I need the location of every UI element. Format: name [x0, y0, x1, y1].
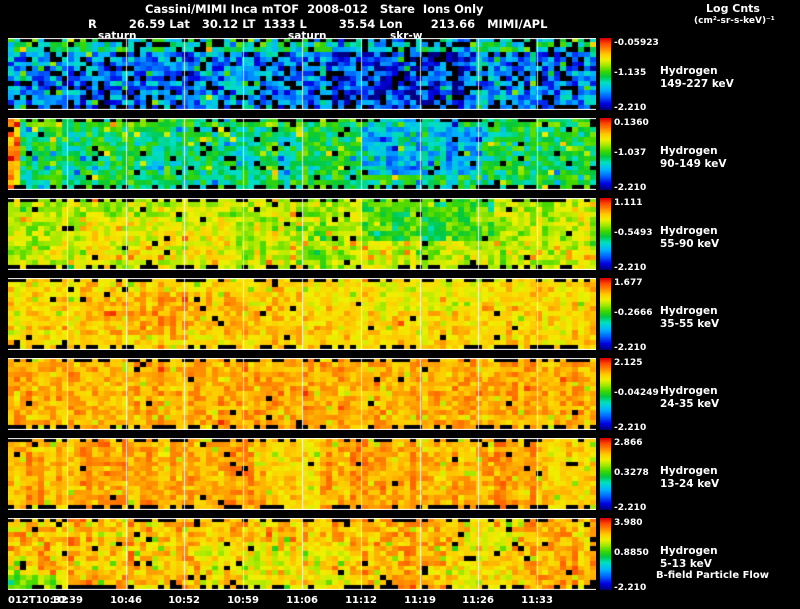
colorbar-mid-label: 0.8850: [614, 548, 649, 558]
heatmap-panel-0: [8, 38, 596, 110]
colorbar-min-label: -2.210: [614, 503, 647, 513]
colorbar-max-label: 1.111: [614, 198, 643, 208]
time-tick-6: 11:12: [345, 595, 377, 606]
colorbar-5: [600, 438, 611, 510]
colorbar-min-label: -2.210: [614, 263, 647, 273]
heatmap-panel-3: [8, 278, 596, 350]
species-label: Hydrogen: [660, 305, 718, 317]
energy-label: 24-35 keV: [660, 398, 720, 410]
colorbar-mid-label: -0.04249: [614, 388, 659, 398]
colorbar-min-label: -2.210: [614, 103, 647, 113]
colorbar-min-label: -2.210: [614, 343, 647, 353]
colorbar-4: [600, 358, 611, 430]
energy-label: 55-90 keV: [660, 238, 720, 250]
panel-13-24kev: 2.866 0.3278 -2.210 Hydrogen 13-24 keV: [8, 438, 792, 518]
energy-label: 149-227 keV: [660, 78, 734, 90]
colorbar-max-label: 3.980: [614, 518, 643, 528]
colorbar-min-label: -2.210: [614, 183, 647, 193]
colorbar-6: [600, 518, 611, 590]
colorbar-max-label: 0.1360: [614, 118, 649, 128]
heatmap-panel-1: [8, 118, 596, 190]
bfield-flow-label: B-field Particle Flow: [656, 570, 769, 581]
colorbar-mid-label: -0.5493: [614, 228, 653, 238]
colorbar-title: Log Cnts: [706, 2, 760, 15]
energy-label: 35-55 keV: [660, 318, 720, 330]
energy-label: 13-24 keV: [660, 478, 720, 490]
species-label: Hydrogen: [660, 385, 718, 397]
ephemeris-line: R 26.59 Lat 30.12 LT 1333 L 35.54 Lon 21…: [88, 17, 548, 31]
species-label: Hydrogen: [660, 465, 718, 477]
energy-label: 90-149 keV: [660, 158, 727, 170]
colorbar-mid-label: -1.037: [614, 148, 647, 158]
species-label: Hydrogen: [660, 145, 718, 157]
colorbar-mid-label: -1.135: [614, 68, 647, 78]
species-label: Hydrogen: [660, 65, 718, 77]
colorbar-max-label: -0.05923: [614, 38, 659, 48]
colorbar-0: [600, 38, 611, 110]
heatmap-panel-6: [8, 518, 596, 590]
time-tick-9: 11:33: [521, 595, 553, 606]
time-tick-8: 11:26: [462, 595, 494, 606]
colorbar-max-label: 2.866: [614, 438, 643, 448]
panel-35-55kev: 1.677 -0.2666 -2.210 Hydrogen 35-55 keV: [8, 278, 792, 358]
page-title: Cassini/MIMI Inca mTOF 2008-012 Stare Io…: [145, 2, 484, 16]
colorbar-mid-label: -0.2666: [614, 308, 653, 318]
species-label: Hydrogen: [660, 225, 718, 237]
panel-24-35kev: 2.125 -0.04249 -2.210 Hydrogen 24-35 keV: [8, 358, 792, 438]
time-tick-7: 11:19: [404, 595, 436, 606]
time-tick-1: 10:39: [51, 595, 83, 606]
heatmap-panel-5: [8, 438, 596, 510]
colorbar-2: [600, 198, 611, 270]
time-axis: 012T10:32 10:39 10:46 10:52 10:59 11:06 …: [0, 595, 800, 609]
species-label: Hydrogen: [660, 545, 718, 557]
colorbar-mid-label: 0.3278: [614, 468, 649, 478]
heatmap-panel-4: [8, 358, 596, 430]
time-tick-4: 10:59: [227, 595, 259, 606]
time-tick-0: 012T10:32: [8, 595, 68, 606]
colorbar-min-label: -2.210: [614, 583, 647, 593]
panel-90-149kev: 0.1360 -1.037 -2.210 Hydrogen 90-149 keV: [8, 118, 792, 198]
colorbar-min-label: -2.210: [614, 423, 647, 433]
colorbar-units: (cm²-sr-s-keV)⁻¹: [694, 16, 775, 26]
panel-5-13kev: 3.980 0.8850 -2.210 Hydrogen 5-13 keV: [8, 518, 792, 598]
panel-55-90kev: 1.111 -0.5493 -2.210 Hydrogen 55-90 keV: [8, 198, 792, 278]
colorbar-max-label: 2.125: [614, 358, 643, 368]
colorbar-3: [600, 278, 611, 350]
heatmap-panel-2: [8, 198, 596, 270]
time-tick-3: 10:52: [168, 595, 200, 606]
time-tick-2: 10:46: [110, 595, 142, 606]
colorbar-1: [600, 118, 611, 190]
time-tick-5: 11:06: [286, 595, 318, 606]
panel-149-227kev: -0.05923 -1.135 -2.210 Hydrogen 149-227 …: [8, 38, 792, 118]
colorbar-max-label: 1.677: [614, 278, 643, 288]
energy-label: 5-13 keV: [660, 558, 712, 570]
